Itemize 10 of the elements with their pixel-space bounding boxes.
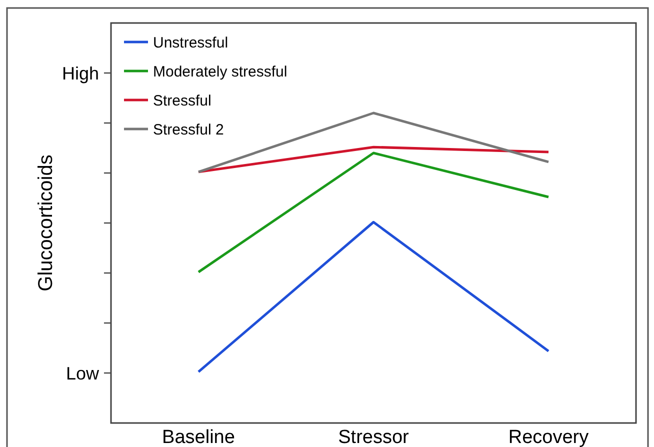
legend-label: Stressful <box>153 92 212 110</box>
legend-label: Unstressful <box>153 34 228 52</box>
x-tick-label: Stressor <box>338 427 410 447</box>
legend-label: Moderately stressful <box>153 63 288 80</box>
text: Low <box>66 363 100 384</box>
legend-label: Stressful 2 <box>153 121 224 138</box>
x-tick-label: Baseline <box>162 427 235 447</box>
x-tick-label: Recovery <box>508 427 590 447</box>
text: High <box>62 63 99 84</box>
y-axis-title: Glucocorticoids <box>35 154 57 292</box>
